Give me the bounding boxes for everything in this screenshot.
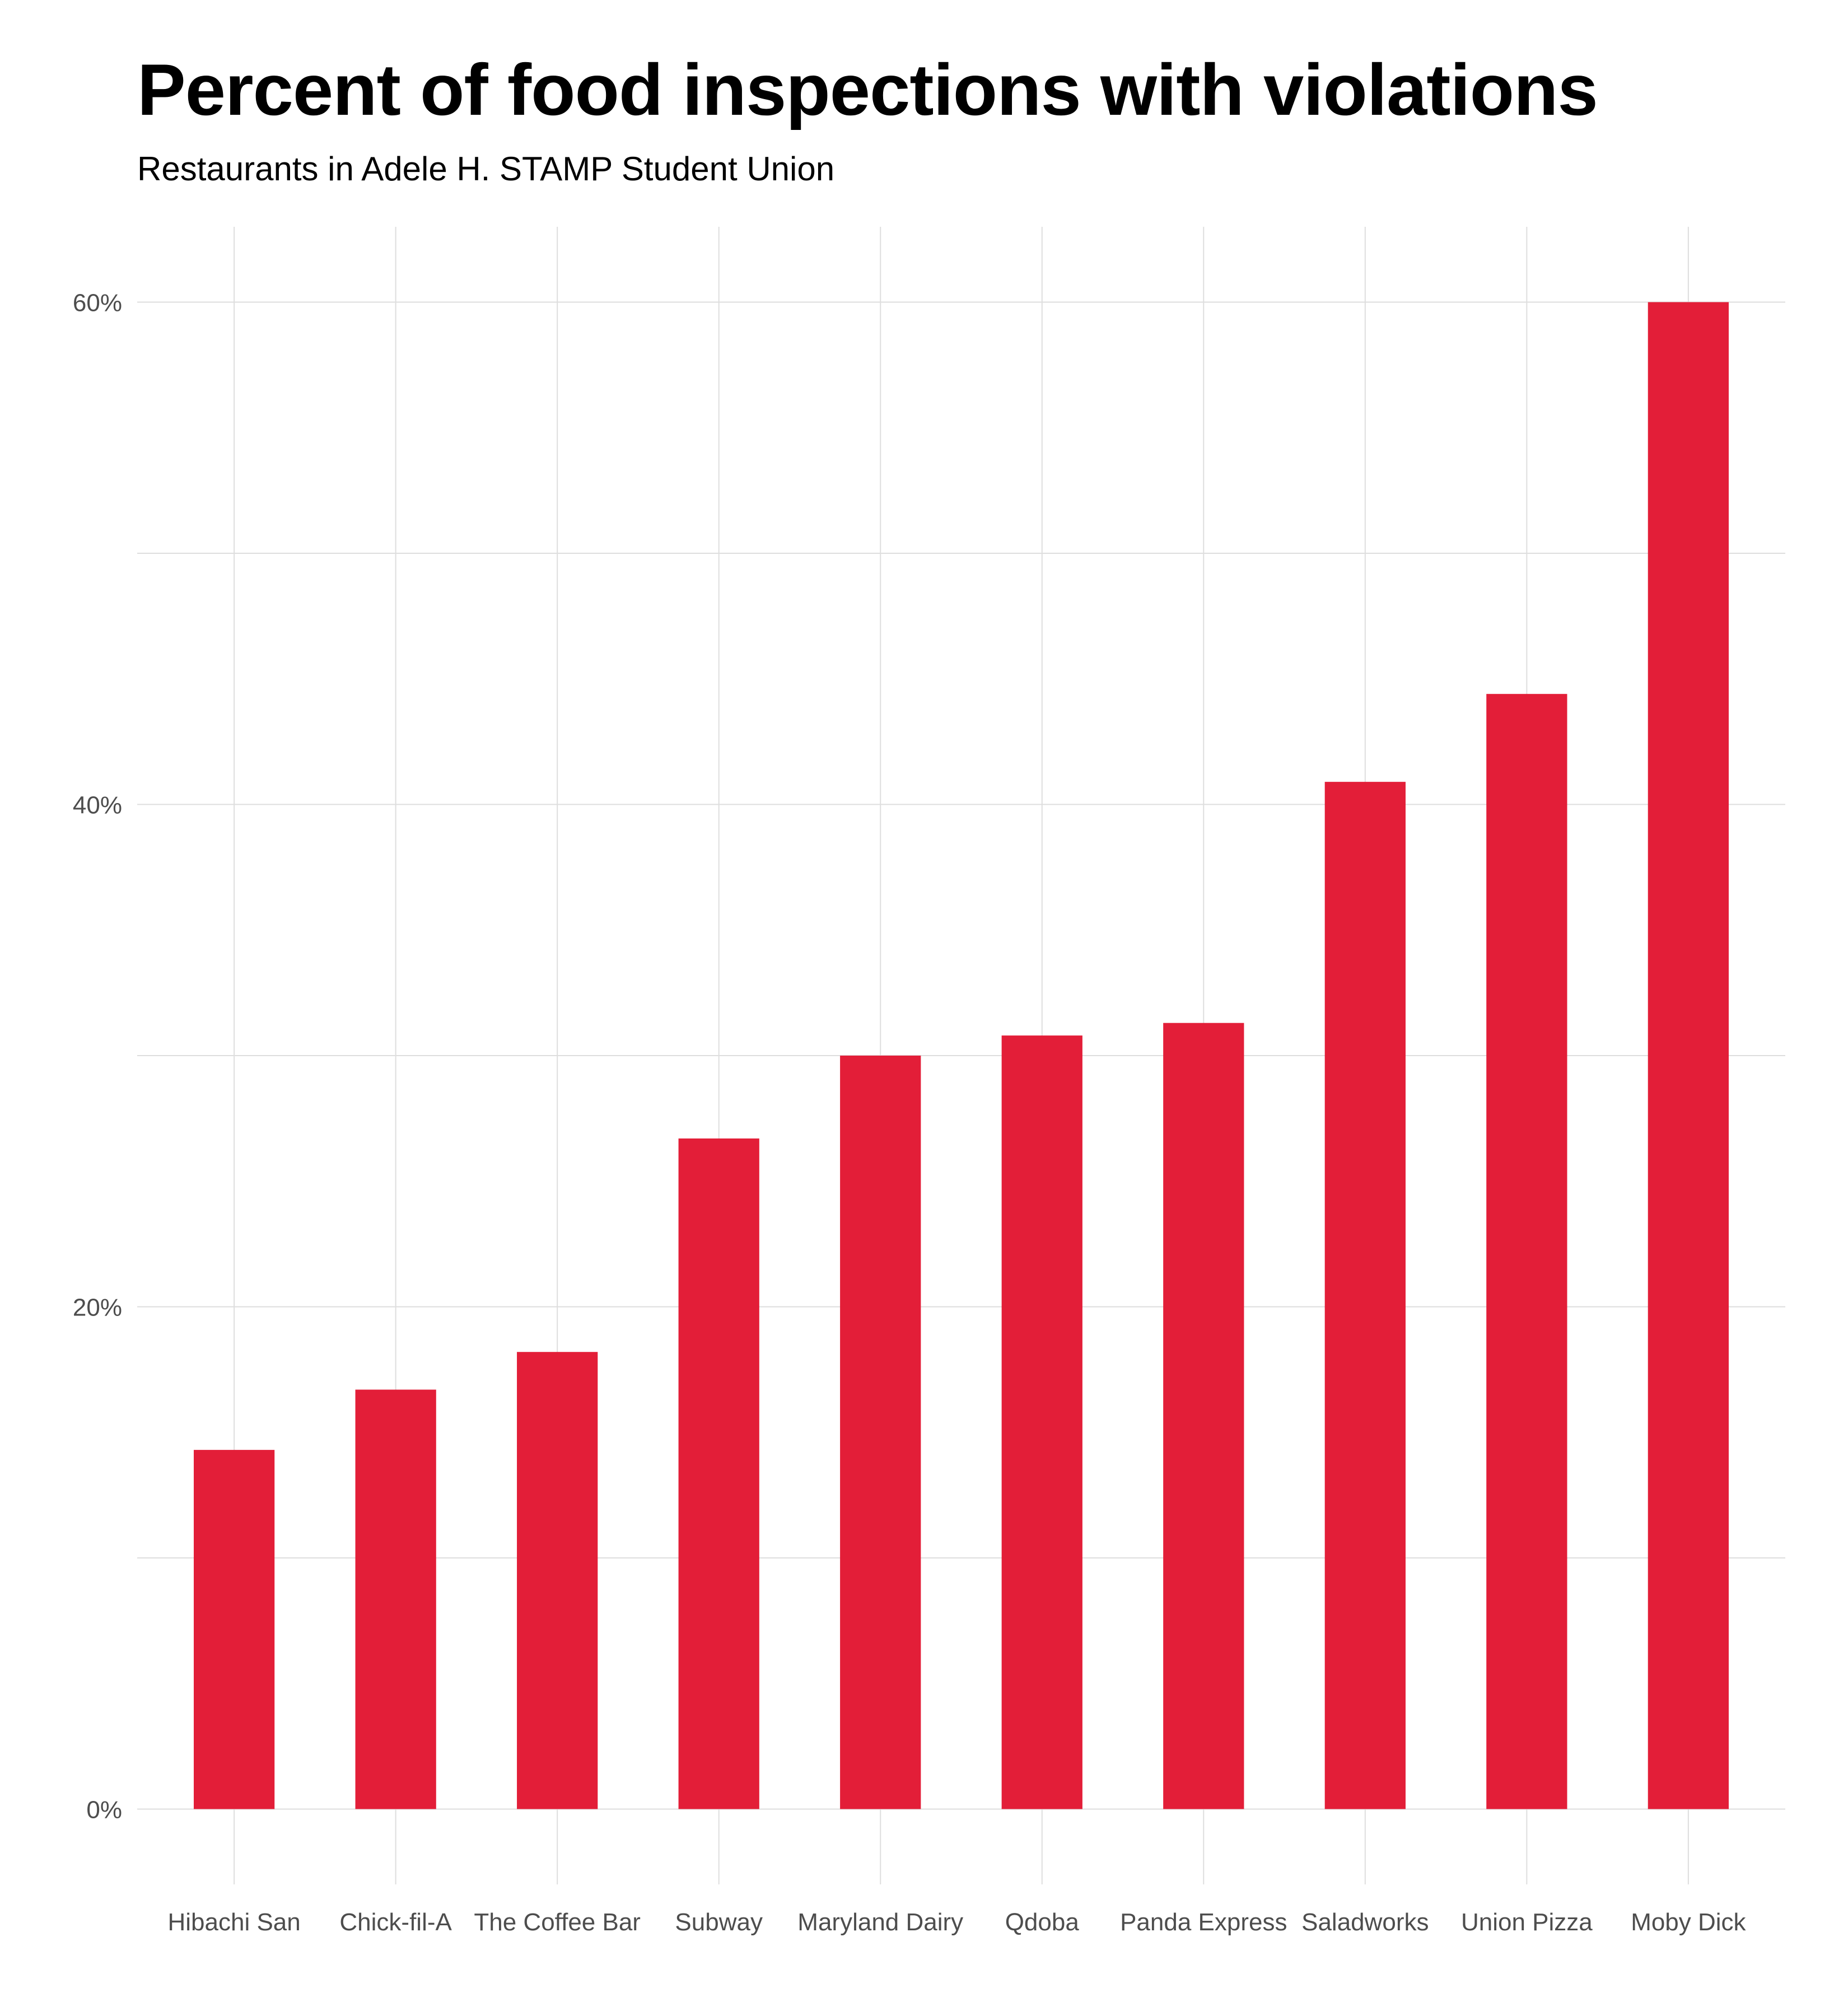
bar — [1486, 694, 1567, 1809]
y-tick-label: 40% — [73, 792, 122, 819]
x-tick-label: Subway — [675, 1908, 763, 1936]
x-tick-label: Moby Dick — [1631, 1908, 1746, 1936]
bar — [840, 1056, 921, 1809]
bar — [678, 1138, 759, 1809]
bar — [355, 1389, 436, 1809]
x-tick-label: Hibachi San — [167, 1908, 300, 1936]
bar — [1324, 782, 1406, 1809]
chart-subtitle: Restaurants in Adele H. STAMP Student Un… — [137, 150, 835, 188]
x-tick-label: Chick-fil-A — [339, 1908, 452, 1936]
x-tick-label: Saladworks — [1301, 1908, 1429, 1936]
chart-title: Percent of food inspections with violati… — [137, 49, 1598, 130]
x-tick-label: Union Pizza — [1461, 1908, 1593, 1936]
x-axis-tick-labels: Hibachi San Chick-fil-A The Coffee Bar Subw… — [167, 1908, 1746, 1936]
bar — [1001, 1035, 1082, 1809]
y-axis-tick-labels: 0% 20% 40% 60% — [73, 290, 122, 1824]
bar — [1163, 1023, 1244, 1809]
bar — [517, 1352, 598, 1809]
bar — [193, 1450, 275, 1809]
y-tick-label: 20% — [73, 1294, 122, 1321]
y-tick-label: 0% — [86, 1796, 122, 1823]
bar — [1648, 302, 1729, 1809]
x-tick-label: Qdoba — [1005, 1908, 1080, 1936]
bars — [193, 302, 1729, 1809]
x-tick-label: Maryland Dairy — [797, 1908, 963, 1936]
x-tick-label: Panda Express — [1120, 1908, 1287, 1936]
y-tick-label: 60% — [73, 290, 122, 317]
x-tick-label: The Coffee Bar — [474, 1908, 641, 1936]
